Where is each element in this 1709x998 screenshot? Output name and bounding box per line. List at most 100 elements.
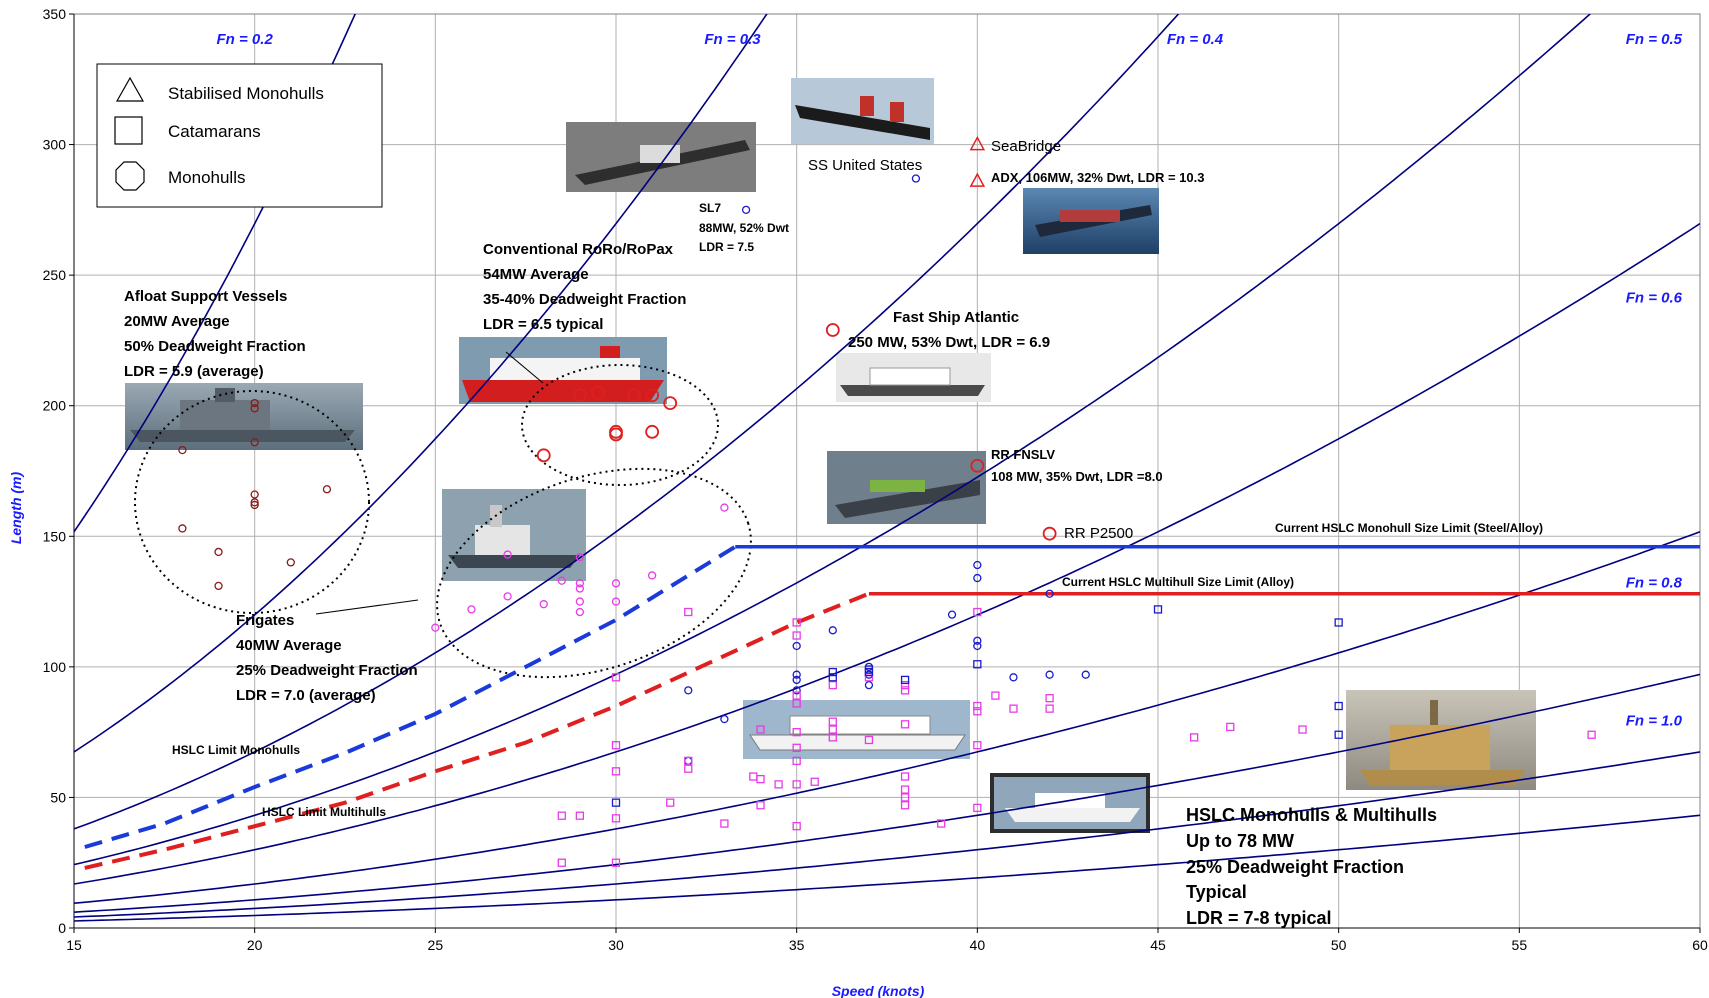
seabridge-label: SeaBridge (991, 138, 1061, 155)
monohull-point (250, 490, 259, 499)
monohull-point (250, 500, 259, 510)
fast-ship-label-2: 250 MW, 53% Dwt, LDR = 6.9 (848, 334, 1050, 351)
catamaran-point (900, 680, 910, 690)
x-tick-label: 60 (1692, 937, 1708, 953)
x-tick-label: 35 (789, 937, 805, 953)
monohull-point (911, 174, 921, 183)
square-legend-icon (114, 116, 143, 145)
y-tick-label: 0 (58, 920, 66, 936)
monohull-point (741, 205, 751, 215)
catamaran-point (557, 811, 566, 820)
ship-photos (125, 78, 1536, 833)
catamaran-point (900, 772, 910, 781)
catamaran-point (1189, 733, 1199, 742)
roro-ferry-photo (459, 337, 667, 404)
catamaran-point (828, 717, 837, 726)
monohull-point (322, 485, 332, 494)
monohull-size-limit-label: Current HSLC Monohull Size Limit (Steel/… (1275, 521, 1543, 535)
y-tick-label: 50 (50, 789, 66, 805)
afloat-label-3: 50% Deadweight Fraction (124, 338, 306, 355)
frigate-photo (442, 489, 586, 581)
hslc-monohull-photo (743, 700, 970, 759)
fast-ship-atlantic-photo (836, 353, 991, 402)
monohull-point (864, 680, 874, 690)
monohull-point (572, 388, 587, 403)
legend-box (96, 63, 383, 208)
adx-label: ADX, 106MW, 32% Dwt, LDR = 10.3 (991, 170, 1204, 185)
catamaran-point (792, 691, 801, 700)
catamaran-point (973, 741, 982, 750)
triangle-legend-icon (115, 76, 145, 102)
froude-line (74, 14, 1592, 866)
fast-ship-label-1: Fast Ship Atlantic (893, 309, 1019, 326)
monohull-point (503, 550, 512, 559)
monohull-point (536, 448, 551, 463)
monohull-point (973, 641, 982, 651)
froude-line (74, 673, 1700, 913)
monohull-point (575, 584, 585, 593)
froude-line (74, 222, 1700, 885)
monohull-point (828, 626, 837, 635)
monohull-point (645, 388, 660, 403)
froude-label: Fn = 1.0 (1626, 713, 1683, 730)
catamaran-point (900, 785, 910, 794)
monohull-point (611, 597, 621, 606)
afloat-cluster-ellipse (134, 390, 370, 614)
monohull-point (663, 396, 678, 411)
frigate-cluster-ellipse (436, 467, 752, 679)
y-tick-label: 100 (43, 659, 67, 675)
roro-label-3: 35-40% Deadweight Fraction (483, 291, 686, 308)
catamaran-point (611, 798, 621, 807)
legend: Stabilised Monohulls Catamarans Monohull… (96, 63, 383, 208)
catamaran-point (792, 618, 801, 627)
catamaran-point (973, 803, 982, 813)
froude-label: Fn = 0.6 (1626, 290, 1683, 307)
catamaran-point (611, 858, 621, 867)
catamaran-point (828, 673, 837, 682)
data-points (178, 135, 1596, 867)
y-tick-label: 150 (43, 528, 67, 544)
froude-label: Fn = 0.4 (1167, 31, 1224, 48)
stabilised-monohull-point (969, 135, 986, 151)
monohull-point (1045, 670, 1054, 679)
catamaran-point (1334, 730, 1343, 739)
monohull-point (431, 623, 440, 632)
catamaran-point (684, 607, 693, 617)
catamaran-point (684, 756, 693, 766)
roro-cluster-ellipse (521, 364, 719, 486)
catamaran-point (864, 735, 874, 745)
monohull-point (792, 686, 801, 695)
catamaran-point (828, 725, 837, 734)
curves (74, 14, 1700, 922)
sl7-photo (566, 122, 756, 192)
catamaran-point (1298, 725, 1307, 734)
catamaran-point (1009, 704, 1018, 713)
frigates-leader-line (315, 599, 419, 615)
catamaran-point (937, 819, 946, 828)
monohull-point (792, 670, 801, 679)
monohull-point (1045, 589, 1054, 598)
afloat-label-4: LDR = 5.9 (average) (124, 363, 264, 380)
stabilised-monohull-point (969, 172, 986, 187)
froude-label: Fn = 0.2 (217, 31, 274, 48)
frigates-label-3: 25% Deadweight Fraction (236, 662, 418, 679)
monohull-point (250, 398, 259, 408)
monohull-point (864, 670, 874, 679)
froude-label: Fn = 0.5 (1626, 31, 1683, 48)
ss-united-states-photo (791, 78, 934, 144)
catamaran-point (720, 819, 729, 828)
monohull-point (611, 579, 621, 588)
cluster-outlines (134, 364, 752, 679)
catamaran-point (611, 814, 621, 823)
frigates-label-2: 40MW Average (236, 637, 342, 654)
hslc-summary-5: LDR = 7-8 typical (1186, 908, 1332, 928)
sl7-label-2: 88MW, 52% Dwt (699, 221, 789, 235)
monohull-point (645, 424, 660, 439)
catamaran-point (756, 725, 765, 734)
froude-line (74, 14, 1180, 830)
trimaran-photo (990, 773, 1150, 833)
catamaran-point (900, 801, 910, 810)
catamaran-point (1153, 605, 1163, 614)
monohull-point (250, 404, 259, 413)
froude-line (74, 14, 768, 753)
